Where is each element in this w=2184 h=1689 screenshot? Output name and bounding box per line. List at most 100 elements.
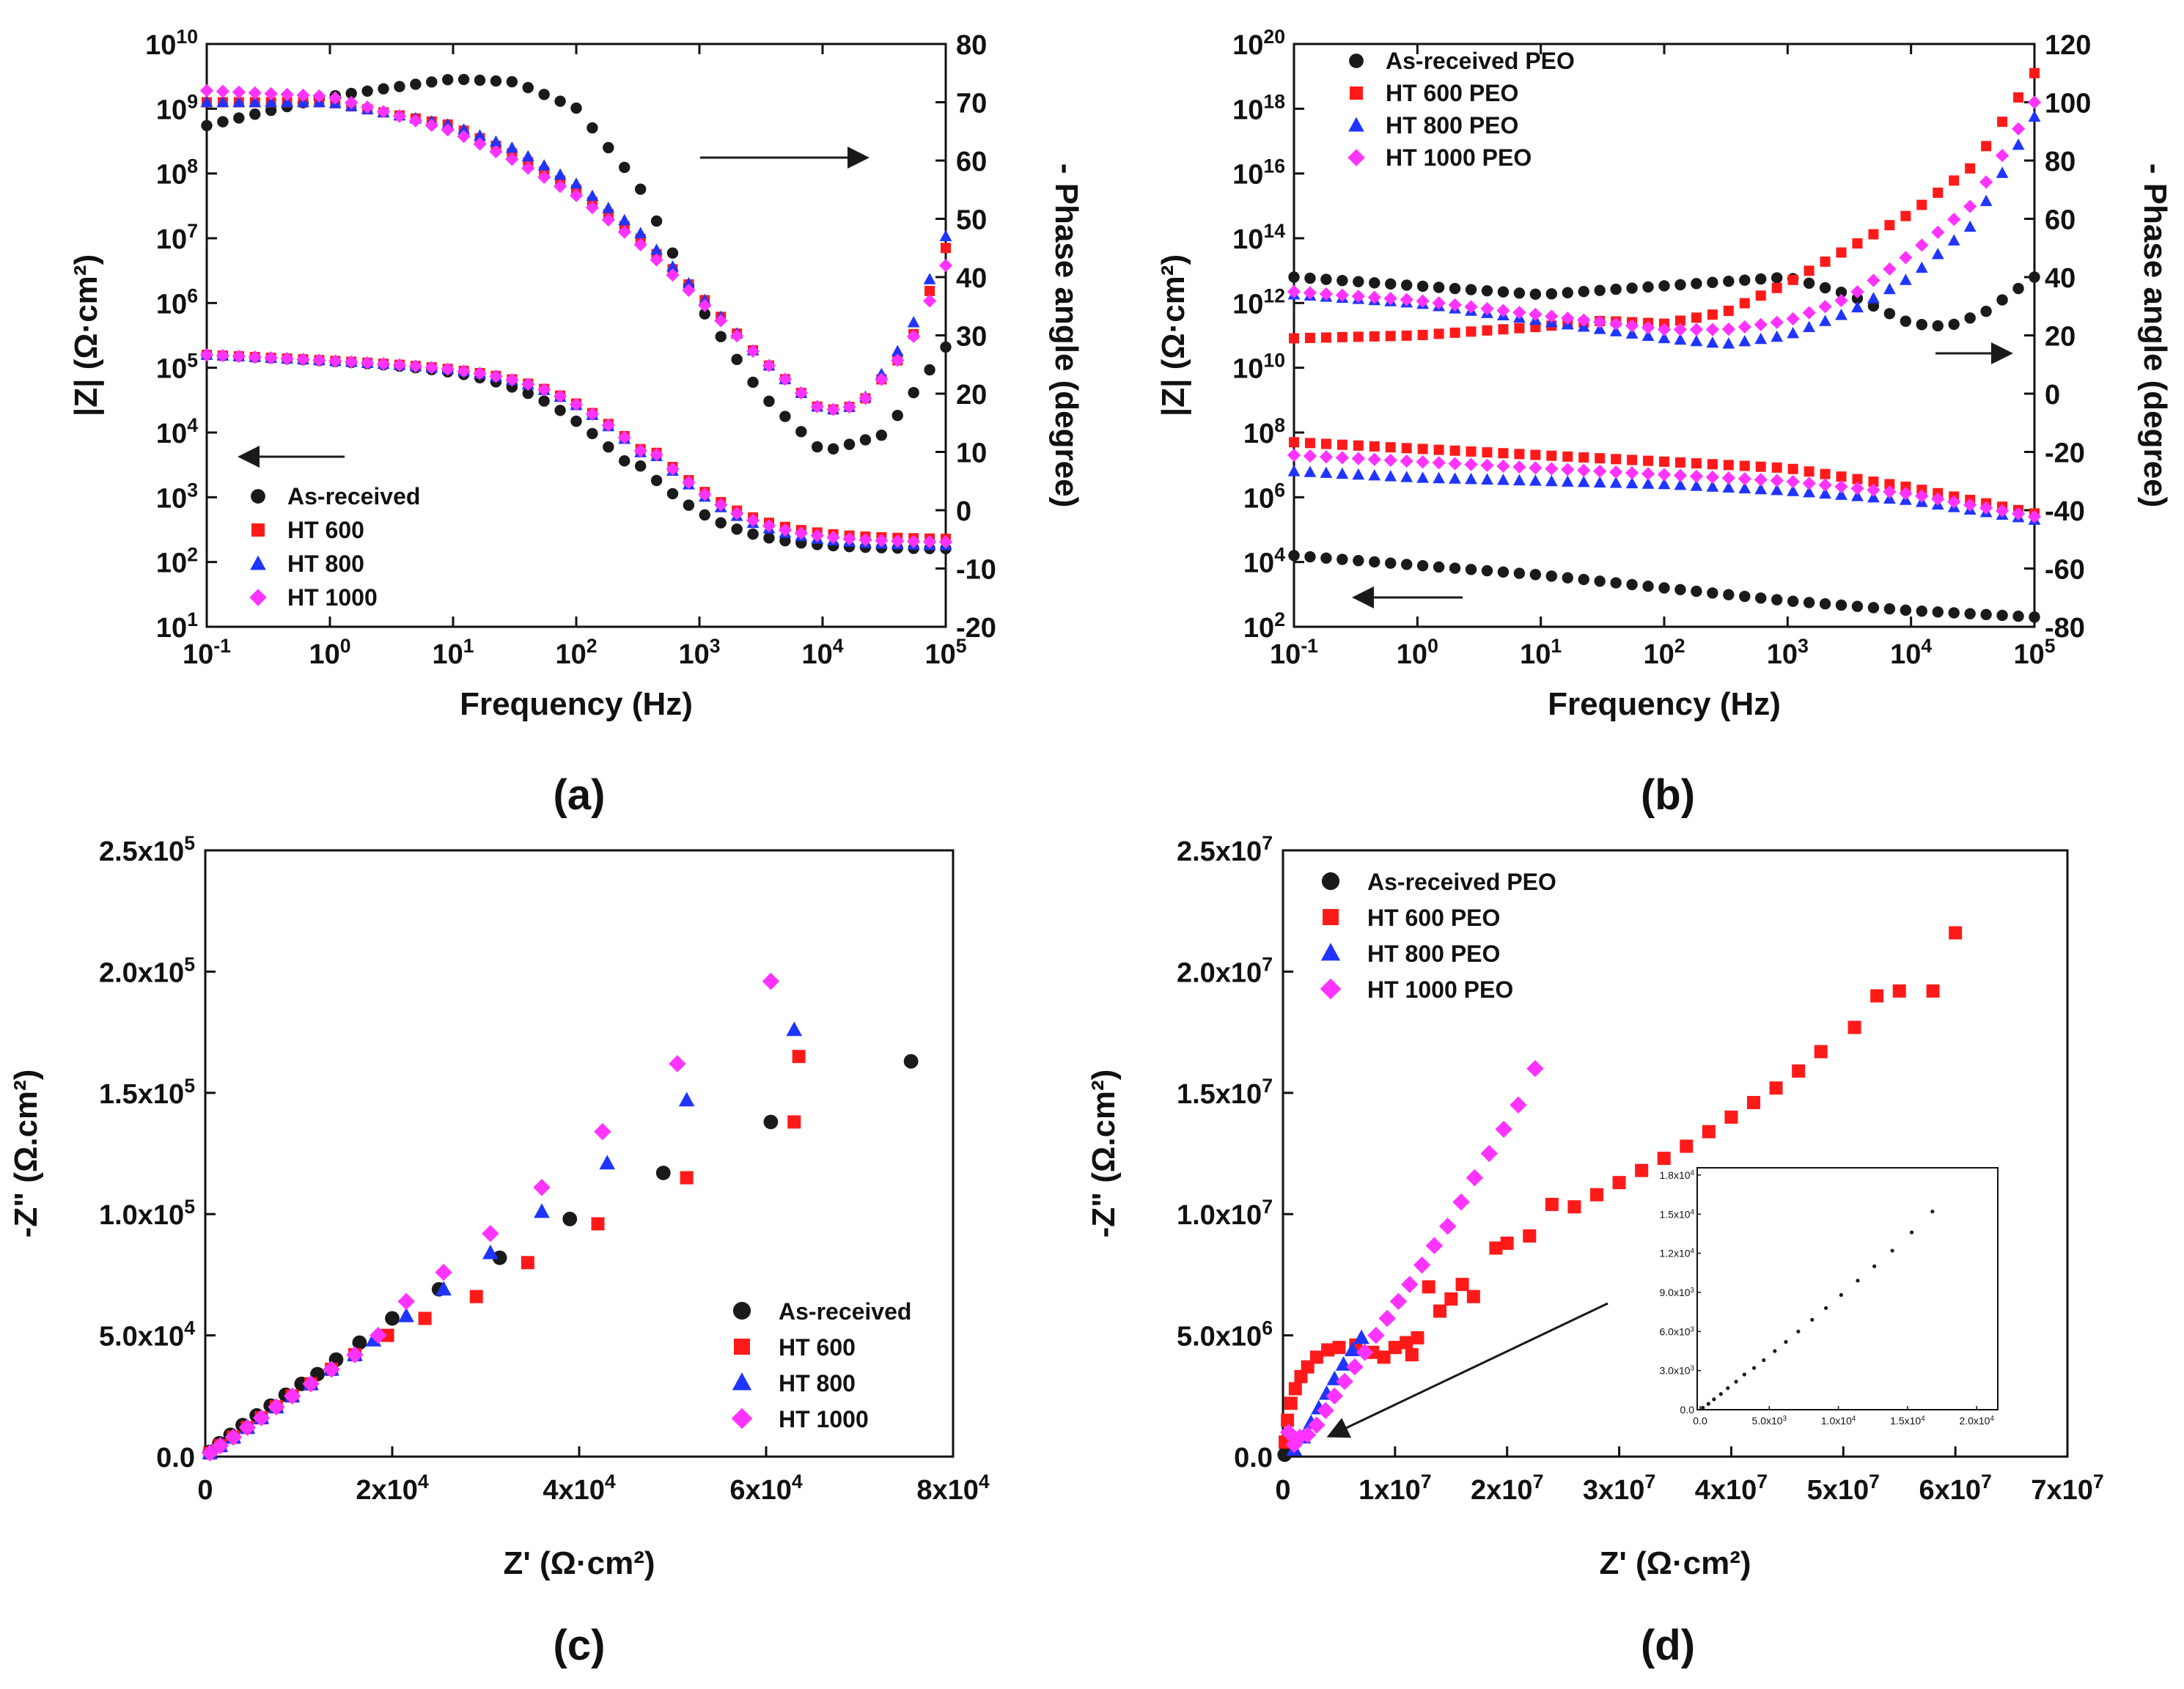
- x-tick-label: 8x104: [916, 1471, 990, 1506]
- phase-point: [1416, 280, 1429, 292]
- phase-point: [570, 102, 582, 114]
- inset-data-point: [1839, 1292, 1843, 1298]
- modulus-point: [1449, 562, 1461, 574]
- modulus-point: [1594, 575, 1606, 587]
- phase-point: [1997, 117, 2008, 128]
- data-point: [1769, 1081, 1783, 1095]
- data-point: [224, 1428, 242, 1446]
- data-point: [599, 1155, 616, 1170]
- data-point: [1288, 1382, 1302, 1396]
- modulus-point: [1595, 453, 1606, 464]
- modulus-point: [521, 377, 535, 391]
- x-tick-label: 103: [678, 635, 720, 670]
- phase-point: [1899, 251, 1913, 265]
- modulus-point: [1787, 485, 1800, 496]
- phase-point: [392, 109, 407, 123]
- data-point: [283, 1387, 301, 1405]
- legend-marker: [1347, 149, 1365, 166]
- data-point: [352, 1335, 367, 1350]
- modulus-point: [1964, 608, 1976, 619]
- modulus-point: [1707, 459, 1718, 470]
- modulus-point: [1385, 442, 1396, 453]
- y-axis-title: -Z" (Ω.cm²): [1086, 1070, 1122, 1238]
- y2-tick-label: 20: [956, 380, 987, 411]
- modulus-point: [1900, 481, 1911, 492]
- y-tick-label: 109: [156, 90, 198, 125]
- modulus-point: [1481, 564, 1493, 577]
- data-point: [655, 1166, 671, 1180]
- inset-data-point: [1856, 1278, 1860, 1283]
- phase-point: [908, 386, 919, 399]
- phase-point: [1610, 283, 1622, 295]
- legend-label: HT 1000 PEO: [1386, 144, 1532, 171]
- modulus-point: [1835, 488, 1847, 500]
- modulus-point: [1803, 597, 1815, 608]
- phase-point: [1287, 284, 1301, 298]
- phase-point: [1771, 272, 1783, 284]
- modulus-point: [666, 462, 680, 476]
- phase-point: [1852, 238, 1863, 249]
- phase-point: [1433, 282, 1445, 293]
- y2-tick-label: 10: [956, 438, 987, 469]
- modulus-point: [619, 455, 630, 467]
- legend-marker: [1349, 54, 1364, 68]
- modulus-point: [1416, 559, 1429, 572]
- modulus-point: [1835, 599, 1847, 611]
- legend-marker: [1350, 87, 1363, 100]
- phase-point: [1304, 272, 1316, 284]
- modulus-point: [1659, 456, 1669, 467]
- modulus-point: [1352, 468, 1365, 480]
- modulus-point: [1739, 590, 1751, 603]
- data-point: [397, 1292, 415, 1310]
- inset-pointer-arrow: [1326, 1302, 1608, 1438]
- phase-point: [1545, 288, 1558, 300]
- plot-frame: [1282, 849, 2069, 1458]
- phase-point: [361, 100, 375, 114]
- phase-point: [424, 118, 438, 133]
- panel-d-nyquist-plot: 0 1x107 2x107 3x107 4x107 5x107 6x107 7x107 0.0 5…: [1086, 832, 2104, 1581]
- inset-data-point: [1930, 1210, 1935, 1214]
- modulus-point: [1562, 451, 1573, 462]
- modulus-point: [1368, 468, 1381, 481]
- modulus-point: [1546, 450, 1557, 461]
- x-tick-label: 100: [1397, 635, 1438, 670]
- phase-point: [474, 74, 486, 87]
- phase-point: [2029, 67, 2040, 78]
- phase-point: [1915, 261, 1928, 273]
- modulus-point: [1593, 464, 1607, 478]
- modulus-point: [826, 531, 840, 545]
- y-tick-label: 106: [156, 284, 198, 320]
- phase-point: [666, 260, 679, 272]
- phase-point: [1625, 327, 1639, 339]
- modulus-point: [715, 517, 727, 529]
- phase-point: [1979, 175, 1993, 189]
- data-point: [482, 1224, 499, 1243]
- modulus-point: [1690, 479, 1703, 491]
- modulus-point: [1673, 468, 1688, 482]
- y-tick-label: 108: [1243, 414, 1285, 449]
- modulus-point: [842, 531, 856, 546]
- modulus-point: [1610, 577, 1622, 589]
- modulus-point: [1770, 474, 1784, 487]
- y-tick-label: 0.0: [1234, 1443, 1273, 1473]
- modulus-point: [1754, 482, 1768, 495]
- modulus-point: [1416, 455, 1430, 469]
- x-tick-label: 104: [801, 635, 843, 670]
- modulus-point: [1723, 589, 1735, 600]
- data-point: [1489, 1241, 1503, 1255]
- phase-point: [634, 227, 647, 238]
- modulus-point: [1851, 600, 1864, 612]
- phase-point: [1673, 323, 1688, 336]
- modulus-point: [1449, 472, 1461, 484]
- modulus-point: [617, 430, 631, 444]
- y-tick-label: 103: [156, 479, 198, 514]
- phase-point: [1626, 282, 1638, 294]
- phase-point: [457, 73, 470, 86]
- modulus-point: [1722, 481, 1735, 493]
- inset-y-tick-label: 3.0x103: [1660, 1364, 1695, 1377]
- data-point: [1367, 1326, 1385, 1344]
- modulus-point: [1289, 437, 1299, 448]
- phase-point: [1641, 329, 1655, 341]
- modulus-point: [1385, 557, 1397, 569]
